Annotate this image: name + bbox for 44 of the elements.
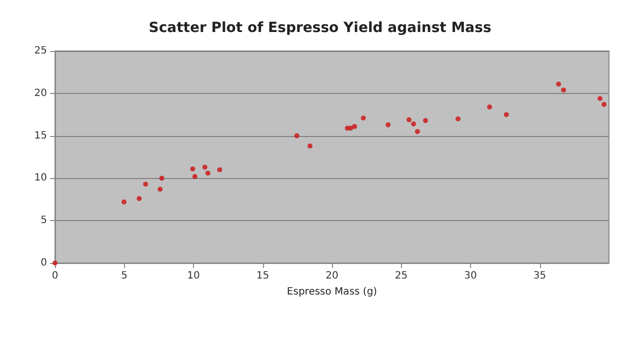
x-tick-label: 35 <box>533 270 546 282</box>
x-axis-title: Espresso Mass (g) <box>286 286 378 298</box>
point <box>504 112 509 118</box>
point <box>159 176 164 181</box>
y-tick-label: 10 <box>34 172 47 184</box>
point <box>422 118 428 124</box>
point <box>205 170 210 176</box>
point <box>414 129 420 134</box>
point <box>456 116 461 122</box>
point <box>143 182 148 187</box>
point <box>386 122 391 128</box>
x-tick-label: 0 <box>52 270 58 282</box>
y-tick-label: 0 <box>40 258 47 268</box>
point <box>136 196 142 202</box>
point <box>556 82 562 87</box>
point <box>406 117 412 122</box>
point <box>202 164 208 170</box>
point <box>411 121 416 126</box>
y-tick-label: 25 <box>34 46 47 56</box>
x-tick-label: 30 <box>464 270 477 282</box>
point <box>190 166 196 172</box>
point <box>52 260 58 266</box>
point <box>192 174 198 180</box>
point <box>294 133 300 138</box>
point <box>217 167 222 172</box>
point <box>307 143 312 148</box>
x-tick-label: 25 <box>394 270 408 282</box>
x-tick-label: 10 <box>187 270 200 282</box>
point <box>487 104 492 110</box>
x-tick-label: 15 <box>256 270 270 282</box>
y-tick-label: 20 <box>34 88 47 99</box>
x-tick-label: 5 <box>121 270 128 282</box>
point <box>352 124 358 129</box>
point <box>598 96 602 101</box>
point <box>158 186 163 192</box>
point <box>121 199 126 204</box>
y-tick-label: 5 <box>40 215 47 226</box>
x-tick-label: 20 <box>326 270 338 282</box>
point <box>348 126 354 131</box>
chart-title: Scatter Plot of Espresso Yield against Mass <box>148 20 492 36</box>
point <box>561 88 566 93</box>
point <box>602 102 607 107</box>
point <box>360 115 366 120</box>
y-tick-label: 15 <box>34 130 47 142</box>
